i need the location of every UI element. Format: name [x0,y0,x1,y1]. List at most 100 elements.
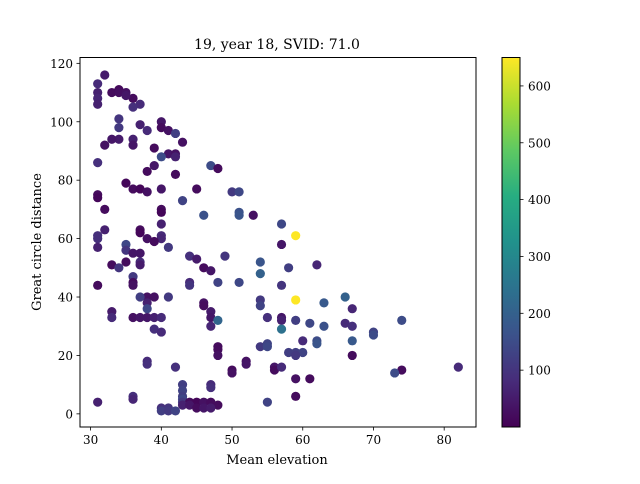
y-tick-label: 40 [58,291,73,305]
data-point [220,251,230,261]
data-point [185,400,195,410]
data-point [213,400,223,410]
data-point [149,292,159,302]
colorbar-tick-label: 300 [528,250,551,264]
data-point [107,134,117,144]
data-point [177,400,188,410]
data-point [347,321,357,331]
y-tick-label: 100 [50,115,73,129]
data-point [142,233,152,244]
data-point [347,350,357,361]
colorbar-tick-label: 200 [528,307,551,321]
data-point [149,236,159,247]
x-tick-label: 70 [366,433,381,447]
data-point [255,342,265,352]
data-point [213,315,223,325]
y-tick-label: 0 [65,407,73,421]
data-point [135,120,145,130]
data-point [276,239,287,250]
data-point [107,312,117,323]
data-point [347,304,357,314]
colorbar-tick-label: 500 [528,136,551,150]
data-point [135,260,145,270]
x-tick-label: 30 [83,433,98,447]
data-point [199,263,209,273]
data-point [206,160,216,171]
data-point [135,228,145,238]
y-axis-label: Great circle distance [30,173,45,311]
y-axis: 0 20 40 60 80 100 120 [50,57,80,421]
data-point [163,406,173,416]
data-point [121,257,131,267]
data-point [298,336,308,346]
data-point [163,242,173,252]
x-tick-label: 80 [437,433,452,447]
data-point [114,263,124,273]
data-point [128,102,138,112]
data-point [107,260,117,270]
data-point [149,143,159,153]
data-point [156,327,166,337]
data-point [192,403,202,413]
data-point [262,312,272,323]
data-point [177,196,188,206]
data-point [170,152,181,162]
data-point [100,204,110,214]
data-point [199,210,209,220]
x-axis: 30 40 50 60 70 80 [83,427,452,447]
data-point [340,292,350,302]
y-tick-label: 60 [58,232,73,246]
data-point [142,125,152,136]
colorbar-tick-label: 100 [528,364,551,378]
data-point [142,359,152,369]
data-point [156,219,166,229]
data-point [149,160,159,171]
data-point [128,248,138,258]
data-point [156,207,166,217]
data-point [312,260,322,270]
data-point [255,269,265,279]
data-point [170,406,181,416]
data-point [347,336,357,346]
data-point [93,242,103,252]
data-point [291,374,301,384]
data-point [206,312,216,323]
data-point [93,79,103,89]
data-point [163,125,173,136]
data-point [199,403,209,413]
data-point [276,219,287,229]
data-point [192,254,202,264]
data-point [156,123,166,133]
data-point [291,315,301,325]
data-point [276,280,287,290]
data-point [149,324,159,334]
data-point [262,397,272,407]
data-point [185,280,195,290]
data-point [163,292,173,302]
data-point [142,187,152,197]
data-point [128,312,138,323]
data-point [156,152,166,162]
data-point [291,350,301,361]
data-point [390,368,400,378]
x-tick-label: 50 [224,433,239,447]
data-point [312,339,322,349]
data-point [213,163,223,174]
data-point [298,347,308,358]
data-point [248,210,258,220]
data-point [291,295,301,305]
data-point [234,277,244,288]
data-point [241,359,251,369]
data-point [107,87,117,98]
data-point [135,99,145,109]
data-point [156,406,166,416]
chart-title: 19, year 18, SVID: 71.0 [194,37,360,53]
data-point [276,362,287,372]
data-point [284,347,294,358]
data-point [142,312,152,323]
data-point [93,397,103,407]
y-tick-label: 80 [58,174,73,188]
data-point [255,301,265,311]
data-point [227,368,237,378]
